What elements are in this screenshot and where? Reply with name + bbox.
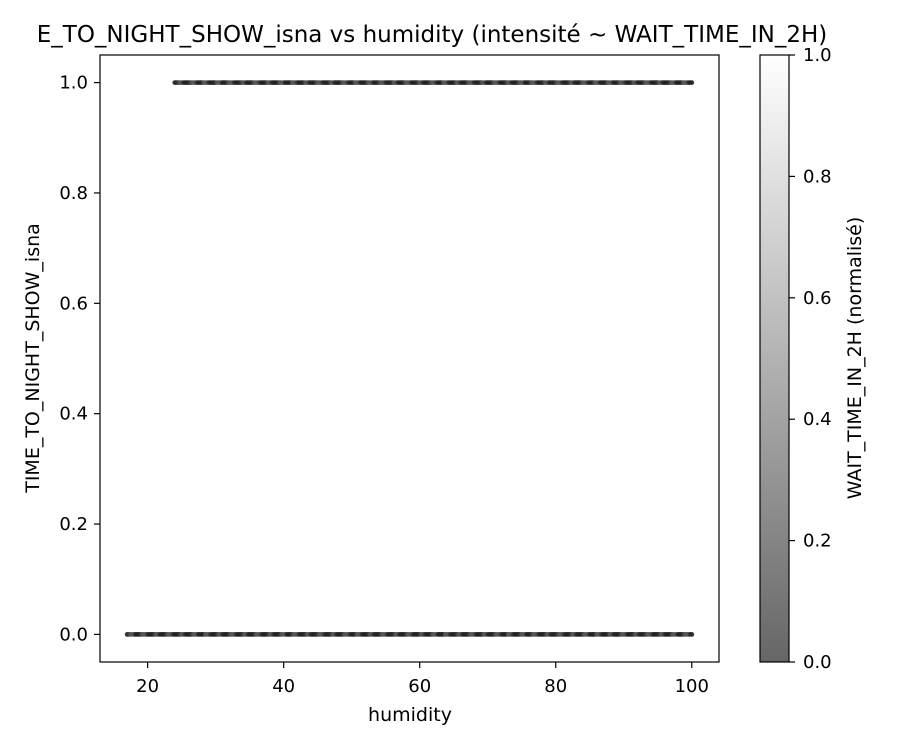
colorbar-tick-label: 0.8	[803, 166, 832, 187]
colorbar-tick-label: 0.4	[803, 409, 832, 430]
data-points	[124, 80, 695, 637]
colorbar-tick-label: 0.2	[803, 531, 832, 552]
y-tick-label: 0.8	[59, 183, 88, 204]
y-tick-label: 0.0	[59, 624, 88, 645]
x-tick-label: 20	[136, 676, 159, 697]
plot-frame	[99, 54, 720, 663]
y-tick-label: 1.0	[59, 73, 88, 94]
x-tick-label: 100	[675, 676, 709, 697]
x-tick-label: 80	[544, 676, 567, 697]
y-tick-label: 0.6	[59, 293, 88, 314]
y-tick-label: 0.2	[59, 514, 88, 535]
x-axis-ticks: 20 40 60 80 100	[136, 662, 709, 697]
y-axis-ticks: 0.0 0.2 0.4 0.6 0.8 1.0	[59, 73, 100, 645]
colorbar-tick-label: 1.0	[803, 45, 832, 66]
data-point	[689, 80, 695, 85]
y-axis-label: TIME_TO_NIGHT_SHOW_isna	[22, 223, 44, 494]
data-point	[689, 632, 695, 637]
colorbar	[759, 54, 790, 663]
colorbar-tick-label: 0.0	[803, 652, 832, 673]
chart-title: E_TO_NIGHT_SHOW_isna vs humidity (intens…	[37, 22, 828, 48]
x-axis-label: humidity	[368, 704, 452, 726]
x-tick-label: 40	[272, 676, 295, 697]
x-tick-label: 60	[408, 676, 431, 697]
colorbar-ticks: 0.0 0.2 0.4 0.6 0.8 1.0	[789, 45, 832, 673]
colorbar-label: WAIT_TIME_IN_2H (normalisé)	[844, 217, 866, 500]
y-tick-label: 0.4	[59, 404, 88, 425]
colorbar-tick-label: 0.6	[803, 288, 832, 309]
